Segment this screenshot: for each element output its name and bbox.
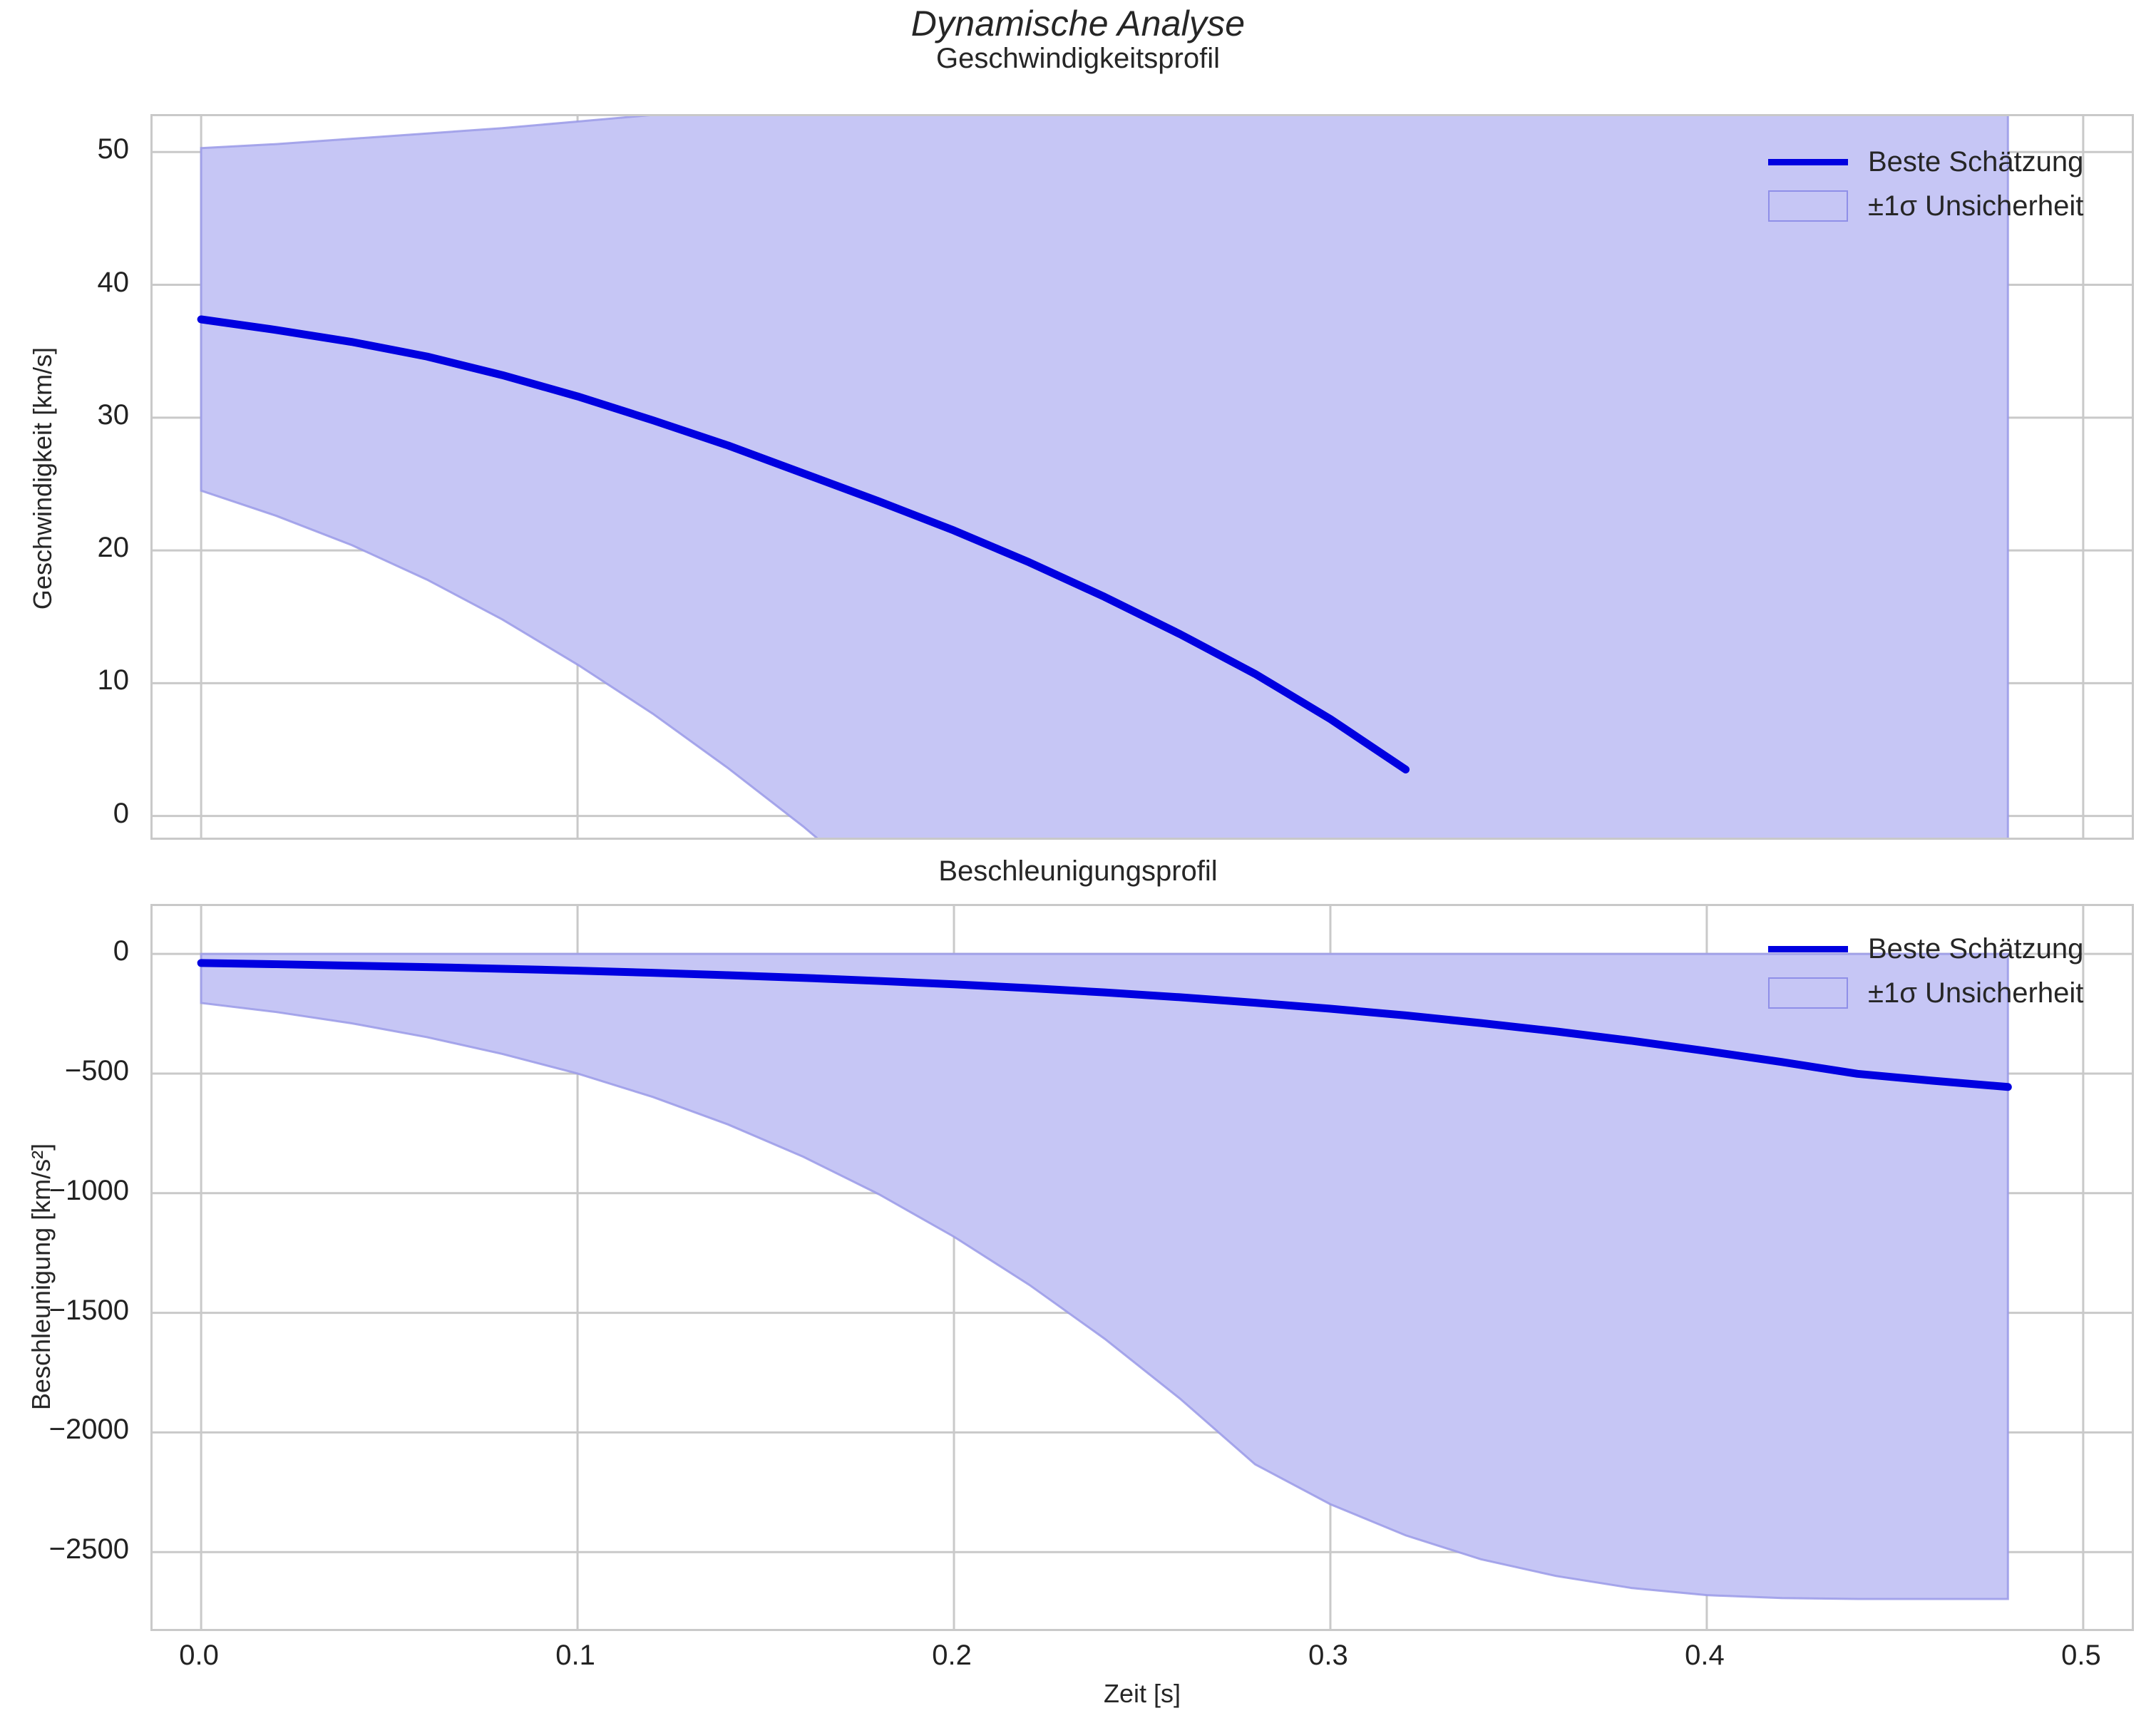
y-tick-label: 0 [113,935,129,967]
legend-row-band-2: ±1σ Unsicherheit [1768,971,2083,1015]
legend-band-label-2: ±1σ Unsicherheit [1868,977,2084,1009]
y-tick-label: 30 [97,398,130,431]
velocity-plot-area [150,114,2134,840]
y-tick-label: 20 [97,532,130,564]
legend-line-label-2: Beste Schätzung [1868,932,2084,965]
x-tick-label: 0.5 [2061,1640,2101,1671]
x-tick-label: 0.4 [1685,1640,1725,1671]
acceleration-legend: Beste Schätzung ±1σ Unsicherheit [1768,927,2083,1015]
y-tick-label: −1000 [48,1174,129,1206]
x-tick-label: 0.3 [1308,1640,1348,1671]
x-tick-label: 0.0 [179,1640,219,1671]
x-tick-label: 0.2 [932,1640,972,1671]
x-tick-label: 0.1 [555,1640,595,1671]
x-axis-label: Zeit [s] [1103,1679,1181,1708]
legend-row-line: Beste Schätzung [1768,140,2083,184]
legend-line-label: Beste Schätzung [1868,145,2084,178]
figure-suptitle: Dynamische Analyse [910,4,1246,43]
velocity-panel-title: Geschwindigkeitsprofil [936,43,1220,74]
legend-row-line-2: Beste Schätzung [1768,927,2083,971]
y-tick-label: −1500 [48,1294,129,1326]
legend-line-swatch [1768,158,1848,165]
legend-band-swatch [1768,190,1848,222]
y-tick-label: 0 [113,797,129,829]
legend-band-label: ±1σ Unsicherheit [1868,190,2084,222]
y-tick-label: −2000 [48,1414,129,1446]
y-tick-label: 10 [97,664,130,696]
legend-line-swatch-2 [1768,945,1848,952]
acceleration-panel-title: Beschleunigungsprofil [938,855,1218,887]
y-tick-label: 50 [97,133,130,165]
legend-row-band: ±1σ Unsicherheit [1768,184,2083,228]
y-tick-label: −2500 [48,1533,129,1565]
y-tick-label: 40 [97,266,130,298]
velocity-y-axis-label: Geschwindigkeit [km/s] [28,346,57,610]
y-tick-label: −500 [64,1054,129,1086]
acceleration-plot-area [150,904,2134,1631]
legend-band-swatch-2 [1768,977,1848,1009]
velocity-legend: Beste Schätzung ±1σ Unsicherheit [1768,140,2083,228]
